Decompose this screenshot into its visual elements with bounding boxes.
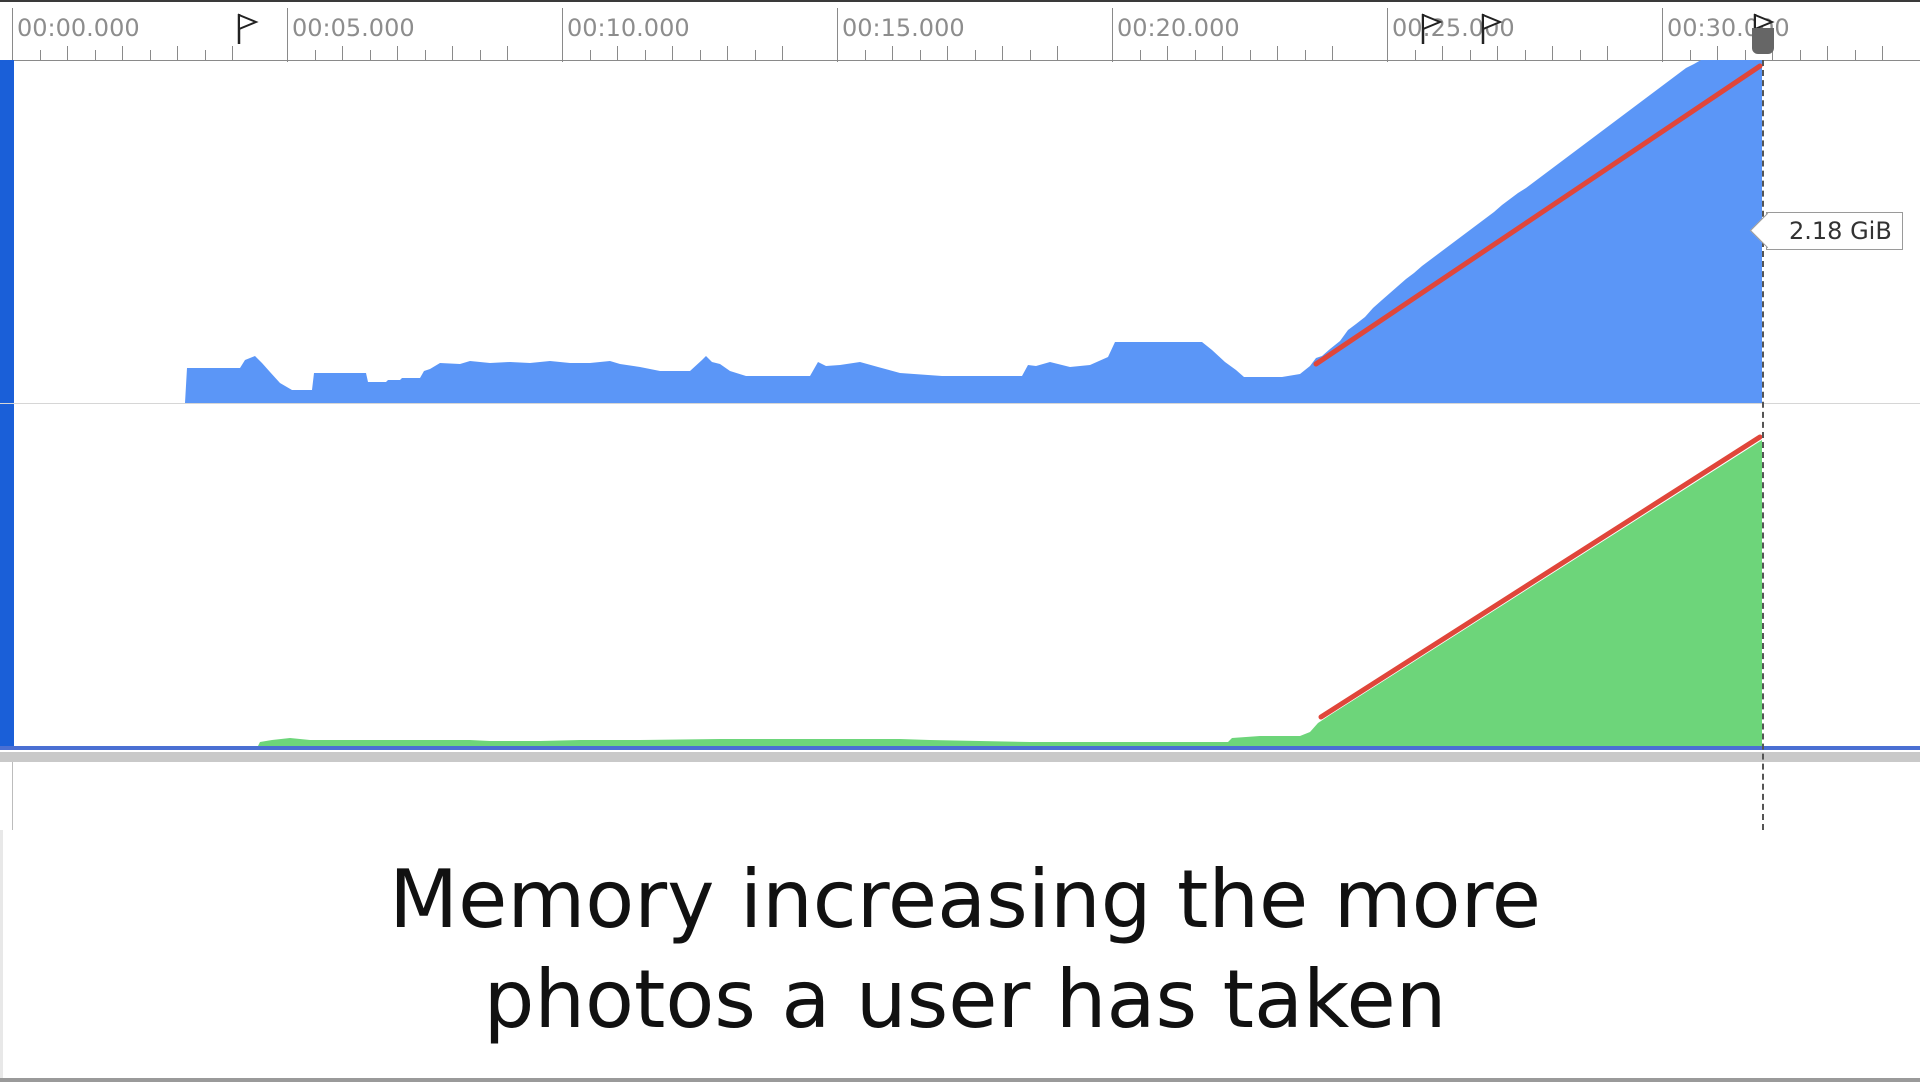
ruler-minor-tick <box>1250 50 1251 60</box>
ruler-minor-tick <box>1415 50 1416 60</box>
ruler-minor-tick <box>1167 46 1168 60</box>
horizontal-scrollbar[interactable] <box>0 752 1920 762</box>
ruler-minor-tick <box>617 46 618 60</box>
ruler-minor-tick <box>1690 50 1691 60</box>
ruler-minor-tick <box>452 46 453 60</box>
ruler-minor-tick <box>1140 50 1141 60</box>
track-bottom-rule <box>0 746 1920 750</box>
ruler-minor-tick <box>727 46 728 60</box>
flag-icon[interactable] <box>1480 12 1504 46</box>
ruler-minor-tick <box>122 46 123 60</box>
ruler-minor-tick <box>700 50 701 60</box>
ruler-minor-tick <box>1772 46 1773 60</box>
playhead-handle[interactable] <box>1752 28 1774 54</box>
ruler-minor-tick <box>1305 50 1306 60</box>
ruler-minor-tick <box>1607 46 1608 60</box>
ruler-minor-tick <box>1580 50 1581 60</box>
ruler-minor-tick <box>1057 46 1058 60</box>
ruler-label-0s: 00:00.000 <box>17 14 140 42</box>
flag-icon[interactable] <box>1420 12 1444 46</box>
ruler-minor-tick <box>425 50 426 60</box>
ruler-minor-tick <box>40 50 41 60</box>
caption-line-2: photos a user has taken <box>483 953 1447 1046</box>
ruler-minor-tick <box>232 46 233 60</box>
lower-track-area[interactable] <box>0 762 1920 830</box>
ruler-minor-tick <box>1222 46 1223 60</box>
ruler-major-tick <box>287 8 288 62</box>
ruler-minor-tick <box>920 50 921 60</box>
memory-area <box>30 60 1762 403</box>
ruler-minor-tick <box>645 50 646 60</box>
timeline-ruler[interactable]: 00:00.000 00:05.000 00:10.000 00:15.000 … <box>0 2 1920 62</box>
ruler-minor-tick <box>672 46 673 60</box>
memory-value-label: 2.18 GiB <box>1789 217 1892 245</box>
ruler-minor-tick <box>150 50 151 60</box>
ruler-label-20s: 00:20.000 <box>1117 14 1240 42</box>
ruler-minor-tick <box>1497 46 1498 60</box>
ruler-minor-tick <box>1745 50 1746 60</box>
caption-box: Memory increasing the more photos a user… <box>0 830 1920 1082</box>
ruler-major-tick <box>562 8 563 62</box>
ruler-label-10s: 00:10.000 <box>567 14 690 42</box>
flag-icon[interactable] <box>236 12 260 46</box>
ruler-minor-tick <box>1855 50 1856 60</box>
memory-trend-line <box>1313 63 1763 367</box>
ruler-minor-tick <box>1277 46 1278 60</box>
caption-text: Memory increasing the more photos a user… <box>0 850 1920 1050</box>
ruler-major-tick <box>12 8 13 62</box>
ruler-minor-tick <box>1332 46 1333 60</box>
ruler-minor-tick <box>1525 50 1526 60</box>
ruler-label-15s: 00:15.000 <box>842 14 965 42</box>
ruler-minor-tick <box>177 46 178 60</box>
ruler-minor-tick <box>1030 50 1031 60</box>
ruler-minor-tick <box>397 46 398 60</box>
caption-left-edge <box>0 830 3 1082</box>
ruler-minor-tick <box>480 50 481 60</box>
ruler-minor-tick <box>1717 46 1718 60</box>
ruler-minor-tick <box>95 50 96 60</box>
ruler-minor-tick <box>370 50 371 60</box>
ruler-minor-tick <box>1195 50 1196 60</box>
playhead-line[interactable] <box>1762 60 1764 830</box>
second-track-area <box>258 440 1762 746</box>
bottom-edge <box>0 1078 1920 1082</box>
ruler-major-tick <box>1387 8 1388 62</box>
ruler-minor-tick <box>1552 46 1553 60</box>
track-separator <box>0 403 1920 404</box>
caption-line-1: Memory increasing the more <box>389 853 1541 946</box>
ruler-minor-tick <box>1002 46 1003 60</box>
ruler-minor-tick <box>342 46 343 60</box>
ruler-minor-tick <box>590 50 591 60</box>
ruler-minor-tick <box>1800 50 1801 60</box>
second-trend-line <box>1318 434 1763 720</box>
ruler-minor-tick <box>865 50 866 60</box>
ruler-minor-tick <box>975 50 976 60</box>
ruler-minor-tick <box>315 50 316 60</box>
lower-left-line <box>12 762 13 830</box>
ruler-minor-tick <box>755 50 756 60</box>
ruler-minor-tick <box>1827 46 1828 60</box>
top-border <box>0 0 1920 2</box>
ruler-minor-tick <box>1470 50 1471 60</box>
ruler-minor-tick <box>782 46 783 60</box>
ruler-minor-tick <box>205 50 206 60</box>
ruler-minor-tick <box>507 46 508 60</box>
track-selection-bar[interactable] <box>0 60 14 750</box>
ruler-major-tick <box>1112 8 1113 62</box>
ruler-minor-tick <box>1442 46 1443 60</box>
ruler-baseline <box>12 60 1920 61</box>
memory-graphs <box>30 60 1763 746</box>
ruler-minor-tick <box>947 46 948 60</box>
ruler-minor-tick <box>67 46 68 60</box>
ruler-major-tick <box>1662 8 1663 62</box>
ruler-label-5s: 00:05.000 <box>292 14 415 42</box>
ruler-major-tick <box>837 8 838 62</box>
memory-value-tooltip: 2.18 GiB <box>1749 212 1903 250</box>
ruler-minor-tick <box>1882 46 1883 60</box>
ruler-minor-tick <box>892 46 893 60</box>
